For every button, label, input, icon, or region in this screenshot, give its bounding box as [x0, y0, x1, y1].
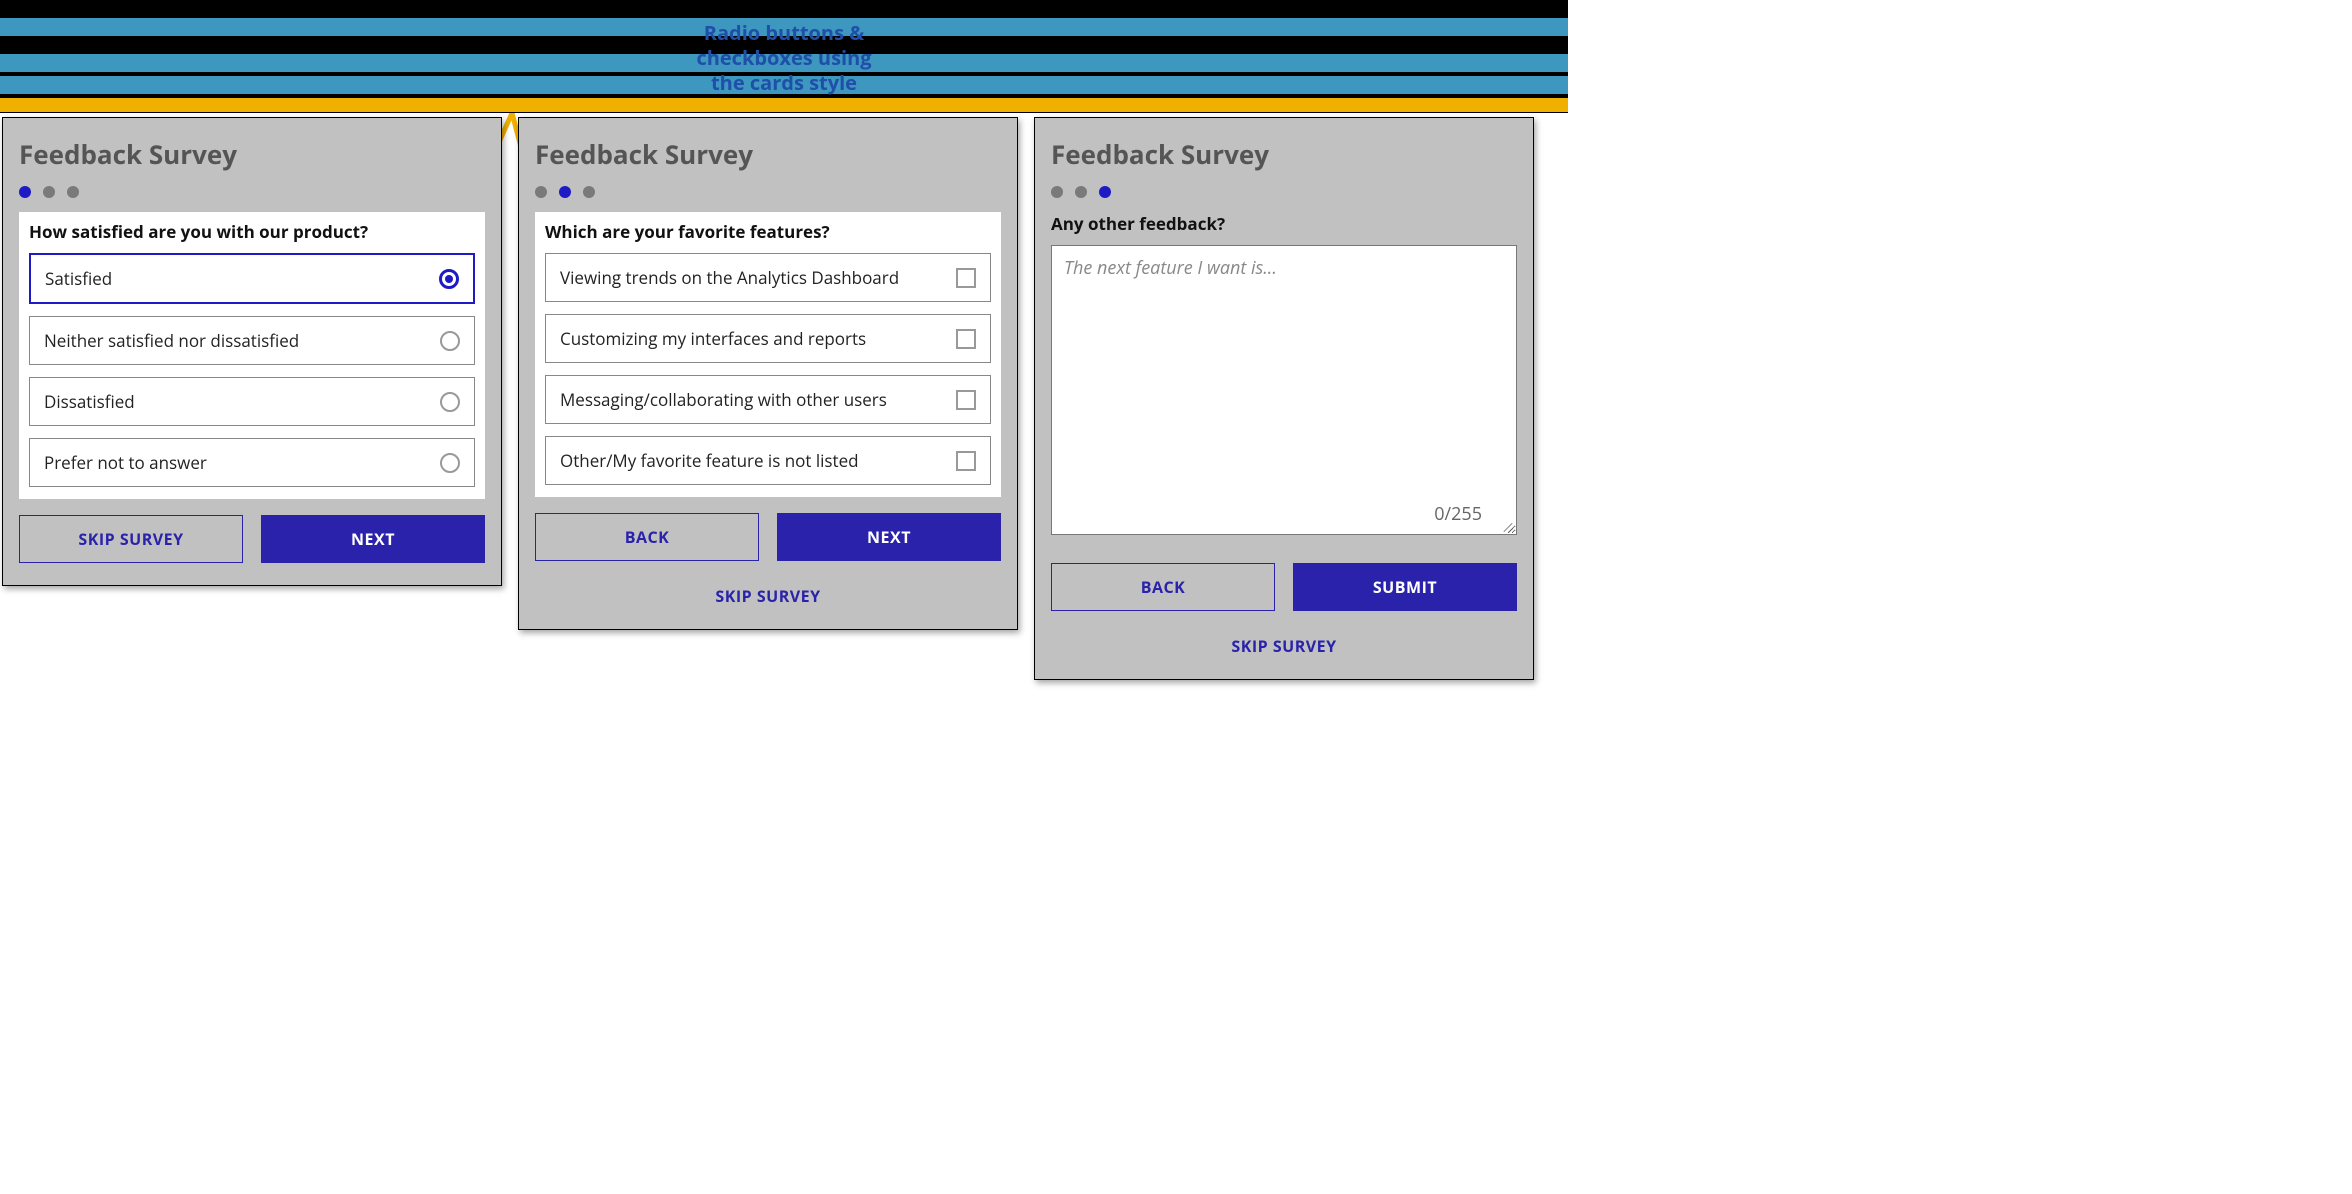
option-label: Satisfied: [45, 267, 112, 290]
radio-option-prefer-not[interactable]: Prefer not to answer: [29, 438, 475, 487]
option-label: Customizing my interfaces and reports: [560, 327, 866, 350]
back-button[interactable]: BACK: [1051, 563, 1275, 611]
callout-line-2: checkboxes using: [0, 45, 1568, 70]
textarea-placeholder: The next feature I want is...: [1064, 256, 1277, 280]
progress-dot-2: [1075, 186, 1087, 198]
button-row: SKIP SURVEY NEXT: [19, 515, 485, 563]
callout-text: Radio buttons & checkboxes using the car…: [0, 18, 1568, 95]
progress-dots: [1051, 186, 1517, 198]
checkbox-option-messaging[interactable]: Messaging/collaborating with other users: [545, 375, 991, 424]
panel-title: Feedback Survey: [19, 136, 485, 172]
survey-panel-step-2: Feedback Survey Which are your favorite …: [518, 117, 1018, 630]
option-label: Viewing trends on the Analytics Dashboar…: [560, 266, 899, 289]
progress-dot-1: [1051, 186, 1063, 198]
feedback-textarea[interactable]: The next feature I want is... 0/255: [1051, 245, 1517, 535]
radio-option-neither[interactable]: Neither satisfied nor dissatisfied: [29, 316, 475, 365]
skip-survey-button[interactable]: SKIP SURVEY: [19, 515, 243, 563]
panels-row: Feedback Survey How satisfied are you wi…: [0, 113, 1568, 690]
question-card: How satisfied are you with our product? …: [19, 212, 485, 499]
survey-panel-step-3: Feedback Survey Any other feedback? The …: [1034, 117, 1534, 680]
skip-survey-link[interactable]: SKIP SURVEY: [1051, 635, 1517, 657]
checkbox-option-other[interactable]: Other/My favorite feature is not listed: [545, 436, 991, 485]
checkbox-indicator-icon: [956, 329, 976, 349]
option-label: Neither satisfied nor dissatisfied: [44, 329, 299, 352]
progress-dot-2: [559, 186, 571, 198]
progress-dot-1: [535, 186, 547, 198]
progress-dot-3: [1099, 186, 1111, 198]
header-stripes: Radio buttons & checkboxes using the car…: [0, 18, 1568, 113]
back-button[interactable]: BACK: [535, 513, 759, 561]
progress-dot-2: [43, 186, 55, 198]
submit-button[interactable]: SUBMIT: [1293, 563, 1517, 611]
callout-line-1: Radio buttons &: [0, 20, 1568, 45]
button-row: BACK SUBMIT: [1051, 563, 1517, 611]
option-label: Prefer not to answer: [44, 451, 207, 474]
option-label: Dissatisfied: [44, 390, 135, 413]
progress-dot-1: [19, 186, 31, 198]
decorative-stripe-black: [0, 0, 1568, 18]
radio-indicator-icon: [440, 331, 460, 351]
skip-survey-link[interactable]: SKIP SURVEY: [535, 585, 1001, 607]
next-button[interactable]: NEXT: [261, 515, 485, 563]
button-row: BACK NEXT: [535, 513, 1001, 561]
checkbox-indicator-icon: [956, 268, 976, 288]
character-count: 0/255: [1434, 502, 1482, 526]
checkbox-option-analytics[interactable]: Viewing trends on the Analytics Dashboar…: [545, 253, 991, 302]
progress-dot-3: [67, 186, 79, 198]
question-card: Any other feedback? The next feature I w…: [1051, 212, 1517, 547]
checkbox-option-customizing[interactable]: Customizing my interfaces and reports: [545, 314, 991, 363]
radio-indicator-icon: [439, 269, 459, 289]
question-text: Which are your favorite features?: [545, 220, 991, 243]
progress-dots: [19, 186, 485, 198]
resize-handle-icon[interactable]: [1498, 516, 1514, 532]
progress-dots: [535, 186, 1001, 198]
option-label: Messaging/collaborating with other users: [560, 388, 887, 411]
question-card: Which are your favorite features? Viewin…: [535, 212, 1001, 497]
radio-option-dissatisfied[interactable]: Dissatisfied: [29, 377, 475, 426]
radio-option-satisfied[interactable]: Satisfied: [29, 253, 475, 304]
next-button[interactable]: NEXT: [777, 513, 1001, 561]
panel-title: Feedback Survey: [535, 136, 1001, 172]
option-label: Other/My favorite feature is not listed: [560, 449, 859, 472]
survey-panel-step-1: Feedback Survey How satisfied are you wi…: [2, 117, 502, 586]
panel-title: Feedback Survey: [1051, 136, 1517, 172]
radio-indicator-icon: [440, 453, 460, 473]
progress-dot-3: [583, 186, 595, 198]
radio-indicator-icon: [440, 392, 460, 412]
checkbox-indicator-icon: [956, 390, 976, 410]
question-text: Any other feedback?: [1051, 212, 1517, 235]
checkbox-indicator-icon: [956, 451, 976, 471]
callout-line-3: the cards style: [0, 70, 1568, 95]
question-text: How satisfied are you with our product?: [29, 220, 475, 243]
